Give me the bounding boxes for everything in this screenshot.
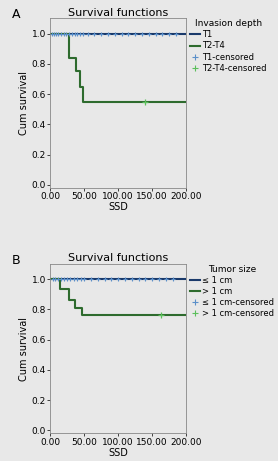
Y-axis label: Cum survival: Cum survival: [19, 71, 29, 135]
Title: Survival functions: Survival functions: [68, 253, 168, 263]
Legend: ≤ 1 cm, > 1 cm, ≤ 1 cm-censored, > 1 cm-censored: ≤ 1 cm, > 1 cm, ≤ 1 cm-censored, > 1 cm-…: [189, 264, 275, 319]
Text: B: B: [12, 254, 21, 267]
X-axis label: SSD: SSD: [108, 448, 128, 458]
Legend: T1, T2-T4, T1-censored, T2-T4-censored: T1, T2-T4, T1-censored, T2-T4-censored: [189, 18, 268, 73]
X-axis label: SSD: SSD: [108, 202, 128, 213]
Title: Survival functions: Survival functions: [68, 8, 168, 18]
Y-axis label: Cum survival: Cum survival: [19, 317, 29, 381]
Text: A: A: [12, 8, 20, 21]
